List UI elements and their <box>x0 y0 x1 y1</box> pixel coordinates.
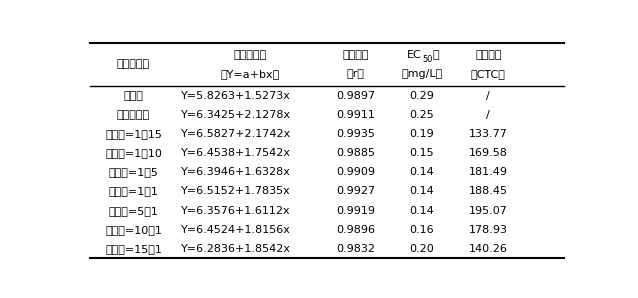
Text: 133.77: 133.77 <box>469 129 508 139</box>
Text: 0.16: 0.16 <box>410 225 434 235</box>
Text: 相关系数: 相关系数 <box>342 50 369 60</box>
Text: Y=6.4524+1.8156x: Y=6.4524+1.8156x <box>181 225 291 235</box>
Text: 环溴虫酰胺: 环溴虫酰胺 <box>117 110 150 120</box>
Text: （r）: （r） <box>346 69 364 79</box>
Text: Y=6.3576+1.6112x: Y=6.3576+1.6112x <box>181 206 291 215</box>
Text: Y=6.5827+2.1742x: Y=6.5827+2.1742x <box>181 129 292 139</box>
Text: 0.9896: 0.9896 <box>336 225 375 235</box>
Text: 回归方程式: 回归方程式 <box>234 50 267 60</box>
Text: 181.49: 181.49 <box>469 167 508 177</box>
Text: Y=6.4538+1.7542x: Y=6.4538+1.7542x <box>181 148 292 158</box>
Text: 0.14: 0.14 <box>410 206 434 215</box>
Text: /: / <box>487 110 490 120</box>
Text: （Y=a+bx）: （Y=a+bx） <box>220 69 279 79</box>
Text: Y=6.3946+1.6328x: Y=6.3946+1.6328x <box>181 167 291 177</box>
Text: （mg/L）: （mg/L） <box>401 69 443 79</box>
Text: 药剂及配比: 药剂及配比 <box>117 59 150 69</box>
Text: 0.15: 0.15 <box>410 148 434 158</box>
Text: 除：环=1：5: 除：环=1：5 <box>108 167 158 177</box>
Text: 除：环=1：15: 除：环=1：15 <box>105 129 162 139</box>
Text: EC: EC <box>407 50 422 60</box>
Text: 0.9927: 0.9927 <box>336 187 375 196</box>
Text: 50: 50 <box>422 55 433 64</box>
Text: 0.9897: 0.9897 <box>336 91 375 101</box>
Text: Y=6.3425+2.1278x: Y=6.3425+2.1278x <box>181 110 292 120</box>
Text: 除：环=10：1: 除：环=10：1 <box>105 225 162 235</box>
Text: 0.9919: 0.9919 <box>336 206 375 215</box>
Text: 値: 値 <box>433 50 440 60</box>
Text: 0.19: 0.19 <box>410 129 434 139</box>
Text: （CTC）: （CTC） <box>471 69 506 79</box>
Text: /: / <box>487 91 490 101</box>
Text: 共毒系数: 共毒系数 <box>475 50 501 60</box>
Text: 0.9832: 0.9832 <box>336 244 375 254</box>
Text: 除：环=15：1: 除：环=15：1 <box>105 244 162 254</box>
Text: 0.14: 0.14 <box>410 167 434 177</box>
Text: 195.07: 195.07 <box>469 206 508 215</box>
Text: 0.25: 0.25 <box>410 110 434 120</box>
Text: 0.9885: 0.9885 <box>336 148 375 158</box>
Text: 0.9935: 0.9935 <box>336 129 375 139</box>
Text: 140.26: 140.26 <box>469 244 508 254</box>
Text: 除：环=1：1: 除：环=1：1 <box>108 187 158 196</box>
Text: 0.29: 0.29 <box>410 91 434 101</box>
Text: 0.9909: 0.9909 <box>336 167 375 177</box>
Text: Y=6.2836+1.8542x: Y=6.2836+1.8542x <box>181 244 292 254</box>
Text: 除：环=1：10: 除：环=1：10 <box>105 148 162 158</box>
Text: Y=6.5152+1.7835x: Y=6.5152+1.7835x <box>181 187 291 196</box>
Text: 除虫脲: 除虫脲 <box>124 91 144 101</box>
Text: 0.9911: 0.9911 <box>336 110 375 120</box>
Text: 0.20: 0.20 <box>410 244 434 254</box>
Text: 178.93: 178.93 <box>469 225 508 235</box>
Text: 169.58: 169.58 <box>469 148 508 158</box>
Text: Y=5.8263+1.5273x: Y=5.8263+1.5273x <box>181 91 291 101</box>
Text: 0.14: 0.14 <box>410 187 434 196</box>
Text: 188.45: 188.45 <box>469 187 508 196</box>
Text: 除：环=5：1: 除：环=5：1 <box>108 206 158 215</box>
